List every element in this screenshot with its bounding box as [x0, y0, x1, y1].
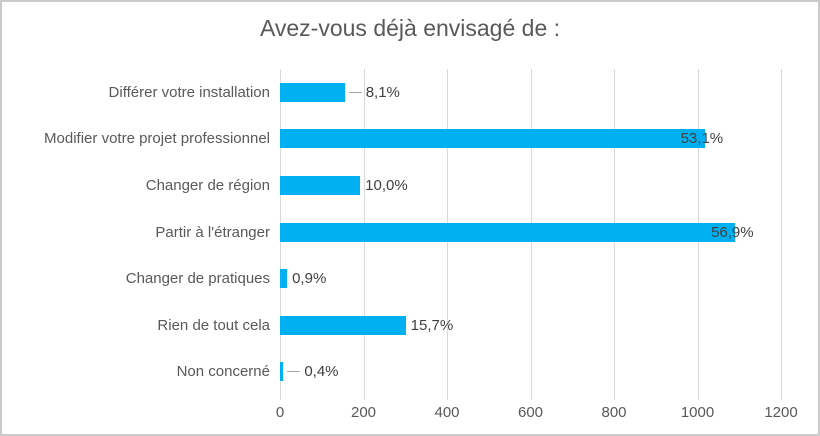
leader-line [348, 91, 362, 93]
value-label: 8,1% [365, 83, 400, 101]
bar [280, 222, 736, 242]
chart-title: Avez-vous déjà envisagé de : [259, 15, 561, 41]
x-axis-tick [363, 395, 365, 400]
x-axis-tick [697, 395, 699, 400]
bar [280, 315, 406, 335]
x-axis-tick-label: 0 [275, 404, 285, 421]
x-axis-tick [447, 395, 448, 400]
bar [280, 129, 705, 149]
bar [280, 175, 361, 195]
x-axis-tick-label: 1200 [764, 404, 798, 421]
category-label: Non concerné [176, 363, 270, 381]
category-label: Rien de tout cela [157, 316, 270, 334]
bar [280, 362, 284, 382]
category-label: Différer votre installation [108, 83, 270, 101]
x-axis-tick [781, 395, 782, 400]
category-label: Partir à l'étranger [155, 223, 270, 241]
gridline [781, 69, 782, 395]
leader-line [287, 371, 301, 373]
value-label: 15,7% [410, 316, 454, 334]
value-label: 53,1% [680, 130, 724, 148]
x-axis-tick [614, 395, 615, 400]
x-axis-tick-label: 400 [434, 404, 460, 421]
bar [280, 269, 288, 289]
category-label: Changer de pratiques [125, 270, 270, 288]
bar [280, 82, 345, 102]
x-axis-tick-label: 600 [517, 404, 544, 421]
x-axis-tick-label: 1000 [680, 404, 715, 421]
x-axis-tick [530, 395, 532, 400]
value-label: 56,9% [711, 223, 754, 241]
x-axis-tick-label: 200 [350, 404, 377, 421]
value-label: 0,9% [292, 270, 327, 288]
value-label: 0,4% [304, 363, 339, 381]
x-axis-tick-label: 800 [601, 404, 627, 421]
x-axis-tick [280, 395, 281, 400]
category-label: Modifier votre projet professionnel [44, 130, 270, 148]
value-label: 10,0% [365, 176, 408, 194]
category-label: Changer de région [145, 176, 270, 194]
